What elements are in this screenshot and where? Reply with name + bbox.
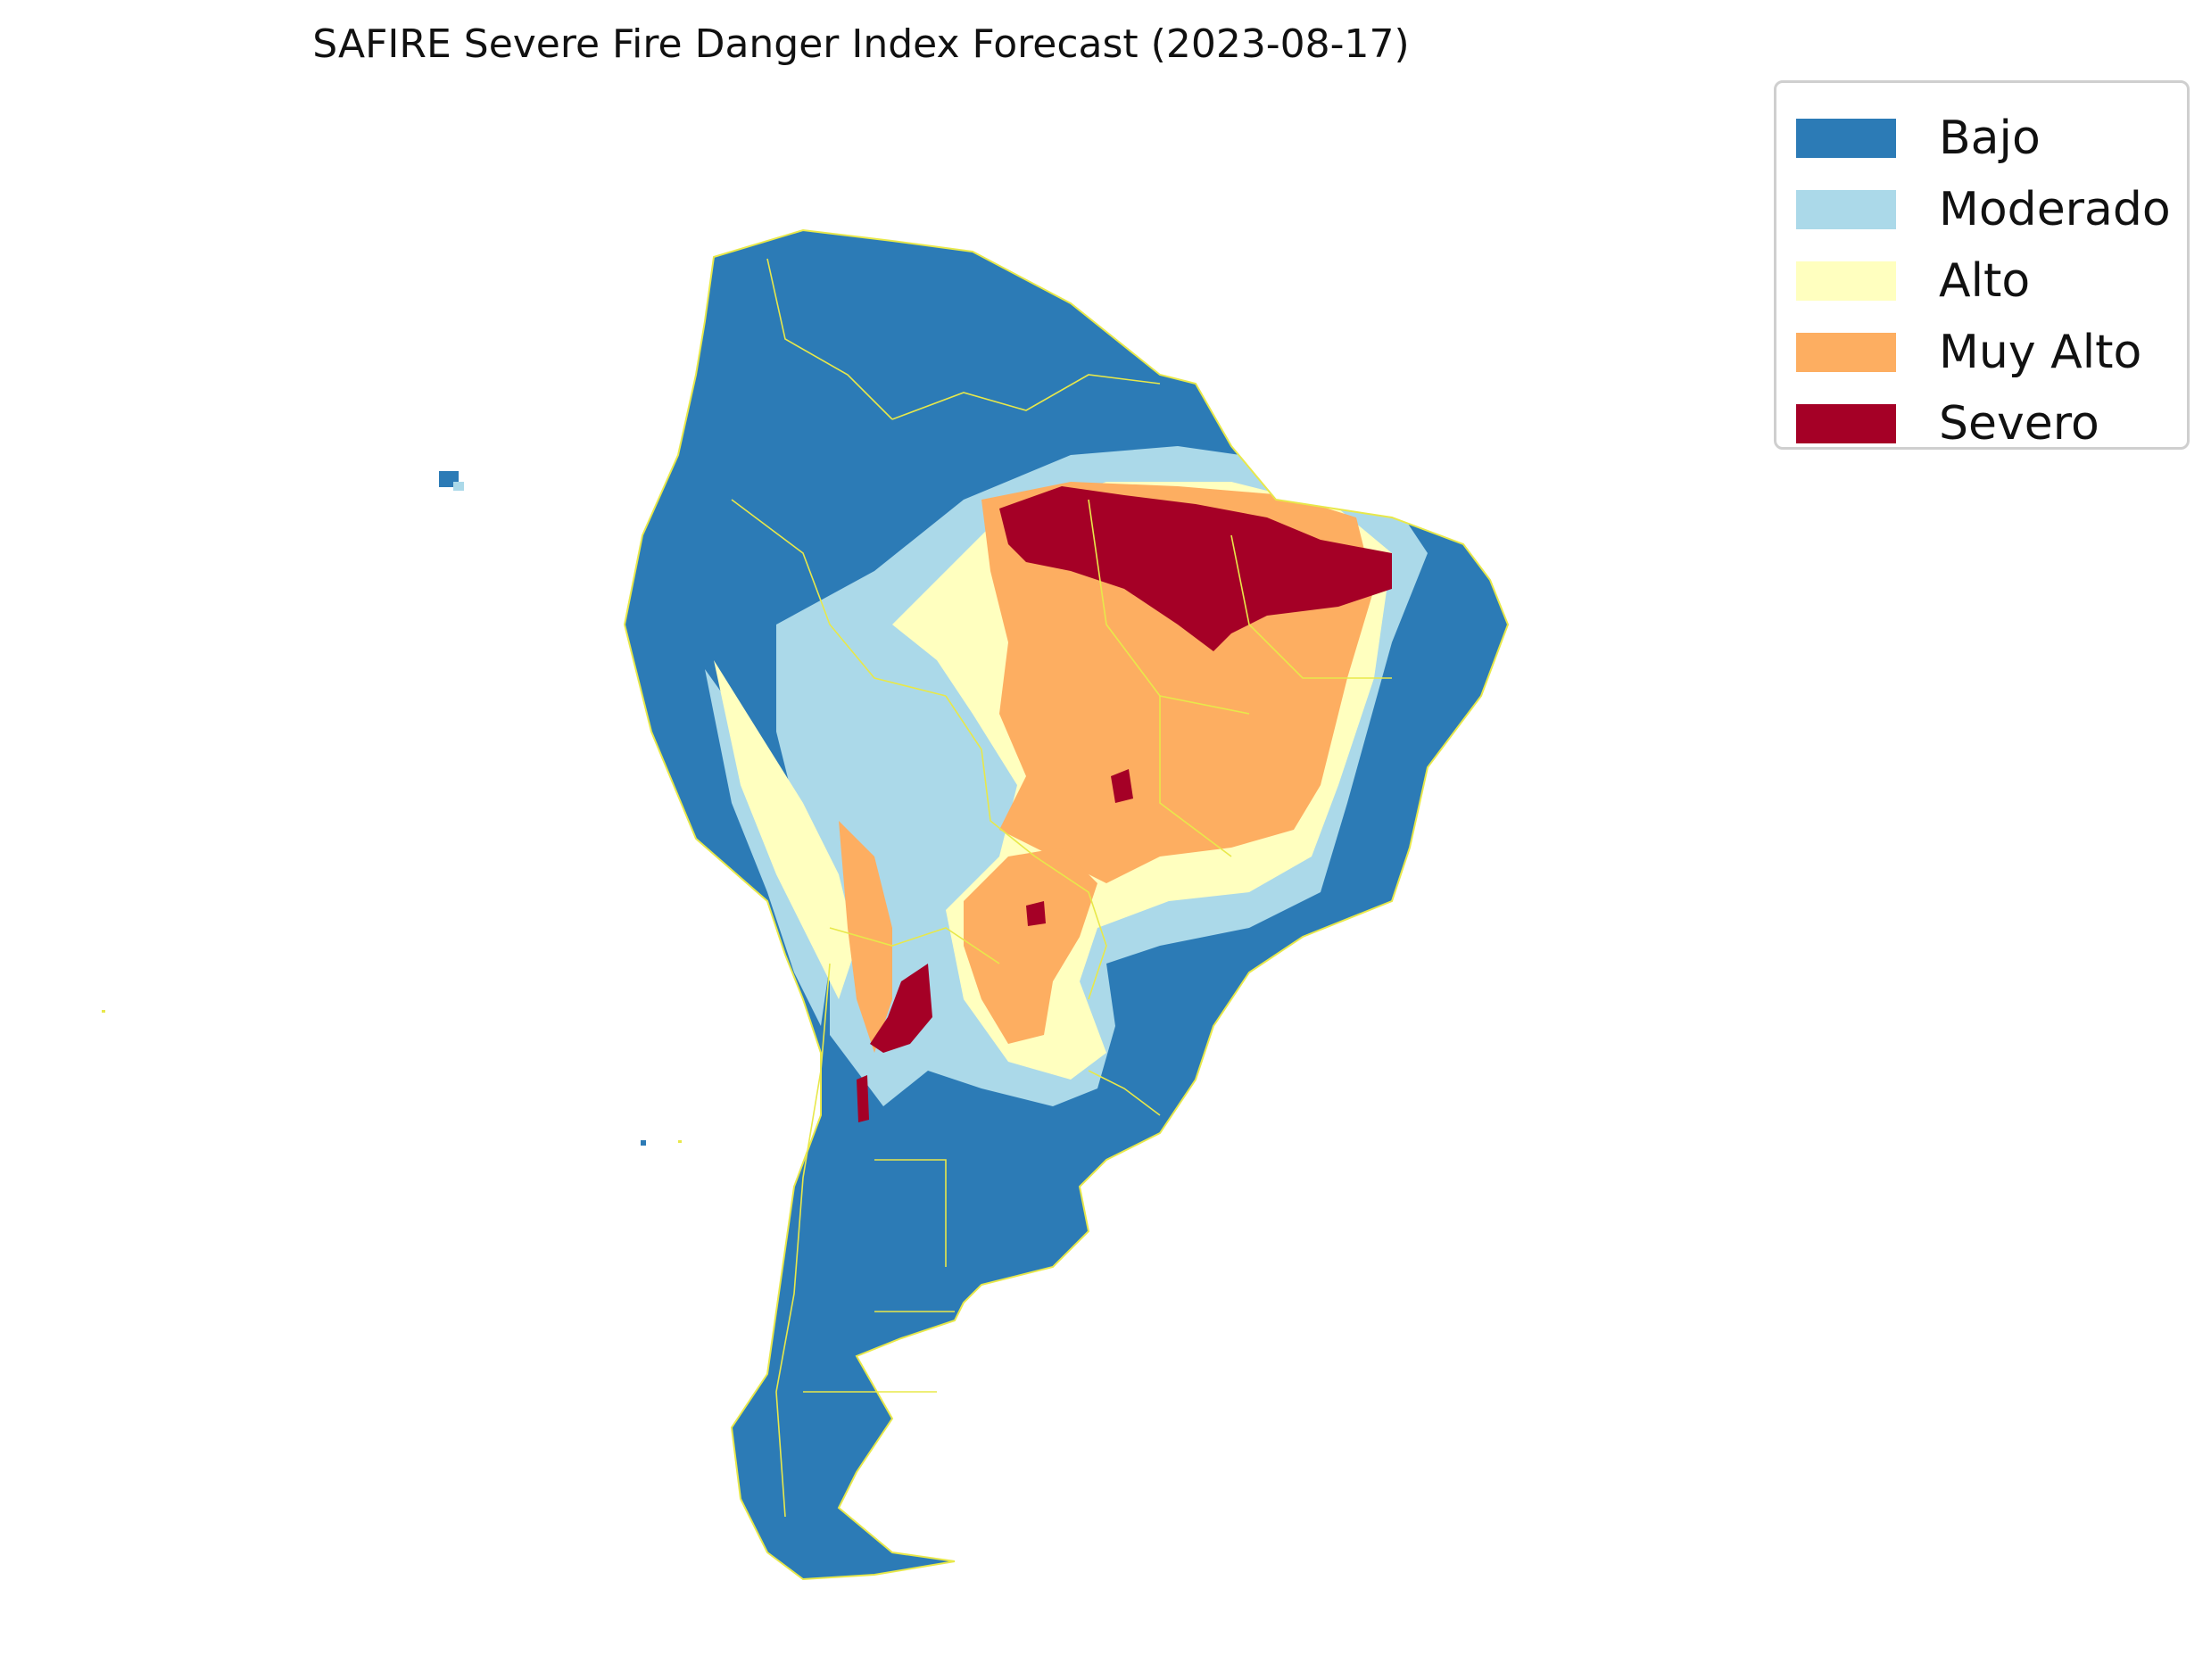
border-paraguay <box>1034 856 1107 1000</box>
legend-item-muy-alto: Muy Alto <box>1796 317 2187 388</box>
severo-zone-north <box>999 486 1392 651</box>
border-bolivia-brazil <box>945 695 1036 857</box>
muy-alto-andes <box>839 821 892 1053</box>
legend-label-alto: Alto <box>1939 254 2031 308</box>
severo-spot-coast <box>857 1075 869 1122</box>
small-island-1 <box>641 1140 646 1146</box>
muy-alto-south <box>964 848 1097 1044</box>
severo-spot-central <box>1111 769 1133 803</box>
severo-spot-south <box>1026 901 1046 926</box>
offshore-islands <box>102 471 682 1146</box>
legend-label-muy-alto: Muy Alto <box>1939 326 2142 379</box>
border-argentina-provinces <box>803 1159 955 1393</box>
legend-item-severo: Severo <box>1796 388 2187 459</box>
legend-label-moderado: Moderado <box>1939 183 2171 236</box>
border-argentina-chile <box>775 963 831 1518</box>
legend-item-alto: Alto <box>1796 245 2187 317</box>
legend-label-severo: Severo <box>1939 397 2099 451</box>
legend-swatch-alto <box>1796 261 1896 301</box>
border-peru-brazil <box>731 499 947 697</box>
galapagos-islands-2 <box>453 482 464 491</box>
border-brazil-states-2 <box>1230 534 1392 679</box>
legend-swatch-muy-alto <box>1796 333 1896 372</box>
legend-swatch-moderado <box>1796 190 1896 229</box>
border-argentina-bolivia <box>829 927 1000 964</box>
small-island-2 <box>102 1010 105 1013</box>
legend-swatch-severo <box>1796 404 1896 443</box>
border-colombia-venezuela <box>766 258 893 420</box>
legend: Bajo Moderado Alto Muy Alto Severo <box>1774 80 2190 451</box>
legend-label-bajo: Bajo <box>1939 112 2041 165</box>
border-venezuela-brazil <box>891 374 1161 420</box>
border-uruguay <box>1088 1070 1161 1116</box>
legend-item-bajo: Bajo <box>1796 103 2187 174</box>
border-brazil-states-1 <box>1088 499 1250 715</box>
legend-swatch-bajo <box>1796 119 1896 158</box>
land-outline <box>623 228 1510 1581</box>
small-island-3 <box>678 1140 682 1143</box>
border-brazil-states-3 <box>1159 696 1232 857</box>
alto-west-andes <box>714 660 857 999</box>
map-title: SAFIRE Severe Fire Danger Index Forecast… <box>312 21 1410 67</box>
severo-zone-andes <box>870 964 932 1053</box>
country-borders <box>623 228 1510 1581</box>
legend-item-moderado: Moderado <box>1796 174 2187 245</box>
